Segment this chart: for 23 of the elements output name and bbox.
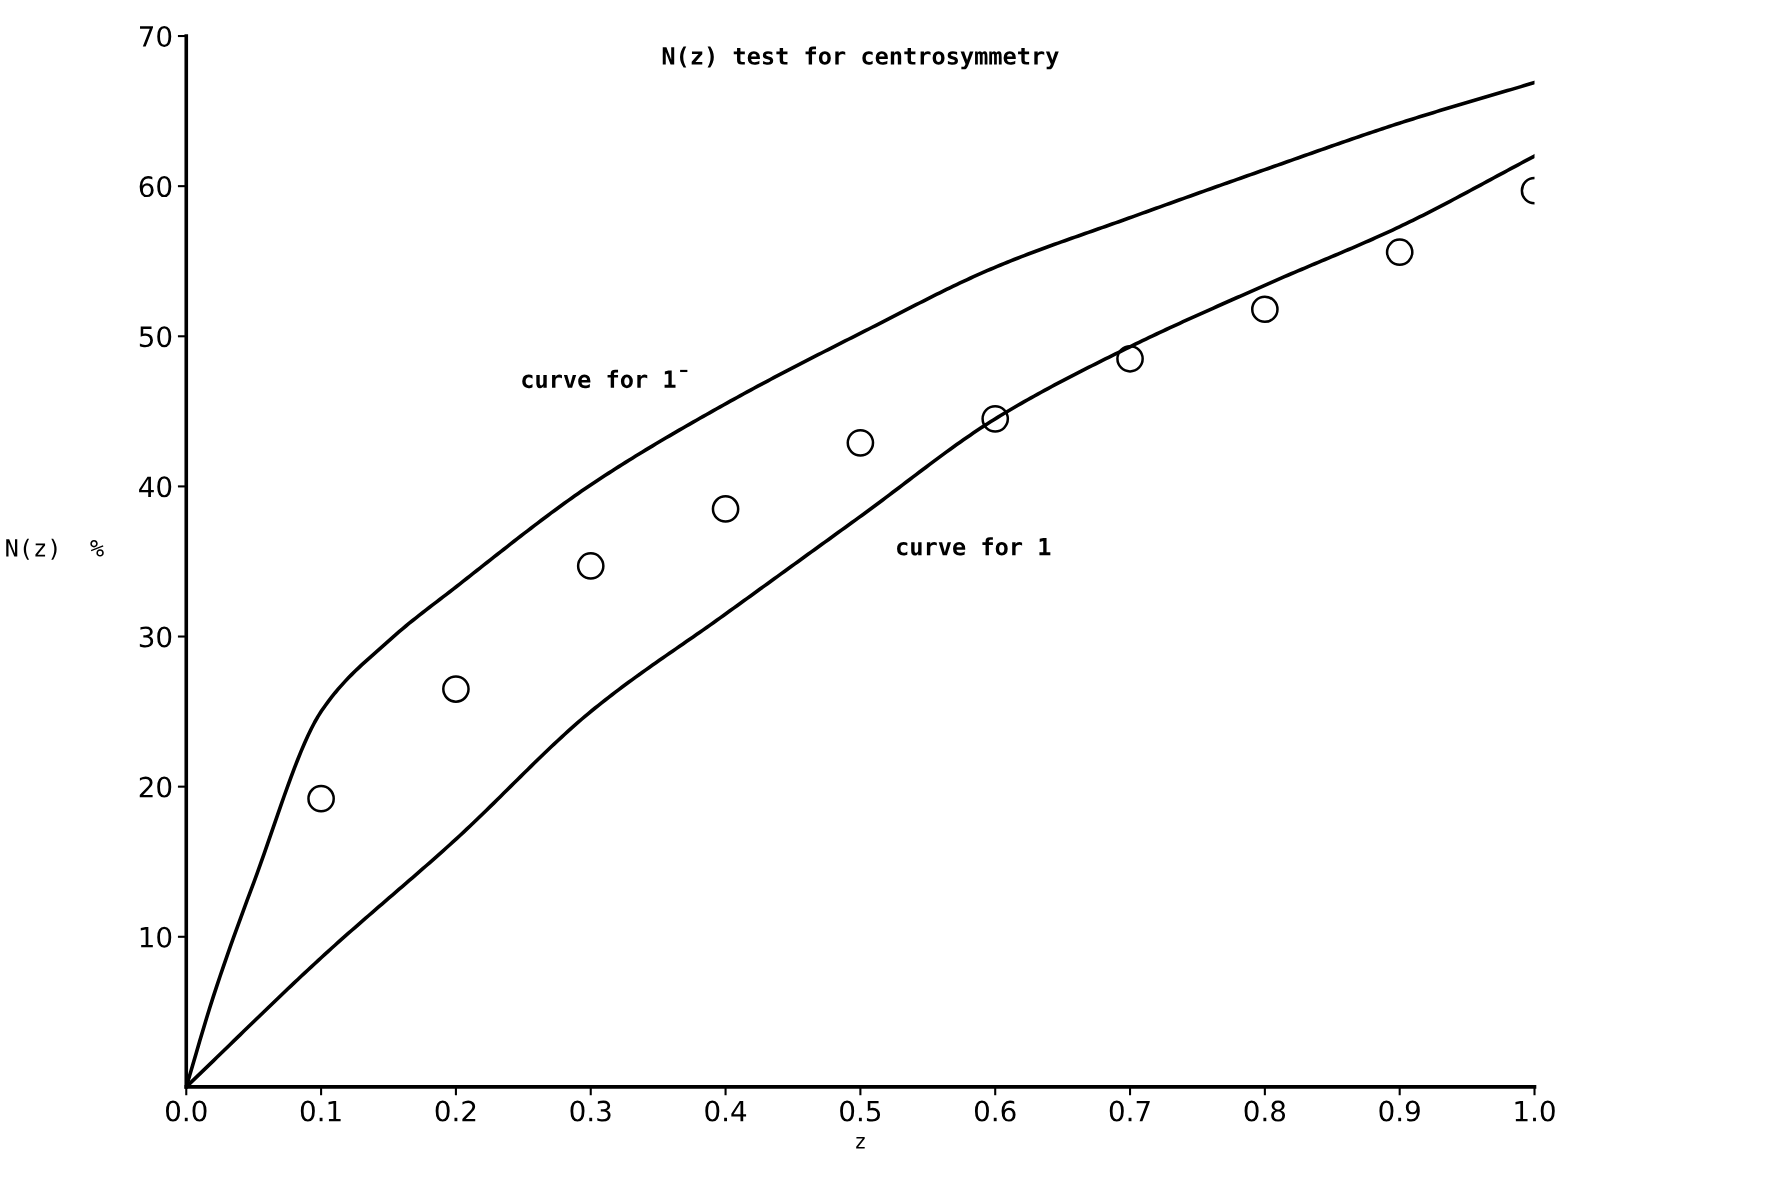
- x-tick-label: 0.3: [570, 1100, 611, 1122]
- y-tick-label: 70: [140, 25, 172, 47]
- x-tick-label: 0.6: [974, 1100, 1016, 1122]
- y-tick-label: 50: [139, 326, 172, 348]
- x-tick-label: 0.9: [1379, 1100, 1420, 1122]
- x-tick-label: 0.1: [300, 1100, 341, 1122]
- annotation: curve for 1̄: [522, 369, 688, 389]
- y-tick-label: 10: [140, 926, 172, 948]
- chart-title: N(z) test for centrosymmetry: [662, 46, 1059, 70]
- x-tick-label: 0.5: [840, 1100, 881, 1122]
- x-tick-label: 0.2: [435, 1100, 476, 1122]
- x-tick-label: 0.7: [1109, 1100, 1150, 1122]
- x-tick-label: 0.4: [705, 1100, 747, 1122]
- annotation: curve for 1: [897, 537, 1051, 556]
- x-tick-label: 0.0: [166, 1100, 207, 1122]
- y-tick-label: 20: [139, 776, 172, 798]
- y-tick-label: 40: [139, 476, 172, 498]
- y-axis-title: N(z) %: [6, 538, 104, 560]
- y-tick-label: 60: [139, 176, 172, 198]
- x-axis-title: z: [856, 1137, 865, 1149]
- x-tick-label: 0.8: [1244, 1100, 1286, 1122]
- x-tick-label: 1.0: [1515, 1100, 1555, 1122]
- y-tick-label: 30: [139, 626, 172, 648]
